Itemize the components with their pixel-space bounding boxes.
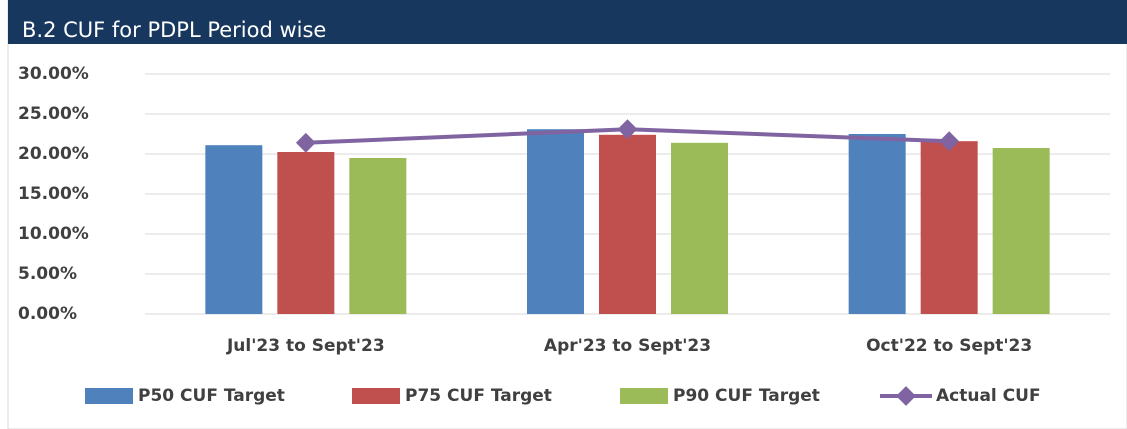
y-tick-label: 25.00% (18, 104, 89, 124)
x-tick-label: Jul'23 to Sept'23 (226, 336, 385, 356)
x-tick-label: Oct'22 to Sept'23 (866, 336, 1032, 356)
bar (920, 141, 978, 314)
marker (295, 132, 316, 153)
chart-title: B.2 CUF for PDPL Period wise (22, 18, 326, 42)
legend-label: P90 CUF Target (673, 386, 820, 406)
bar (527, 129, 584, 314)
y-tick-label: 15.00% (18, 184, 89, 204)
y-tick-label: 10.00% (18, 224, 89, 244)
legend-swatch (352, 388, 400, 404)
legend-label: P50 CUF Target (138, 386, 285, 406)
x-tick-label: Apr'23 to Sept'23 (544, 336, 711, 356)
bar (992, 148, 1050, 314)
bar (349, 158, 407, 314)
y-tick-label: 30.00% (18, 64, 89, 84)
legend-marker (896, 386, 916, 406)
title-bar (8, 0, 1127, 44)
legend-swatch (620, 388, 668, 404)
bar (277, 152, 335, 314)
bar (205, 145, 263, 314)
bar (671, 142, 728, 314)
legend-label: Actual CUF (936, 386, 1041, 406)
y-tick-label: 20.00% (18, 144, 89, 164)
bar (848, 134, 906, 314)
bar (599, 134, 656, 314)
legend-label: P75 CUF Target (405, 386, 552, 406)
y-tick-label: 0.00% (18, 304, 77, 324)
legend-swatch (85, 388, 133, 404)
frame (7, 0, 1127, 429)
y-tick-label: 5.00% (18, 264, 77, 284)
